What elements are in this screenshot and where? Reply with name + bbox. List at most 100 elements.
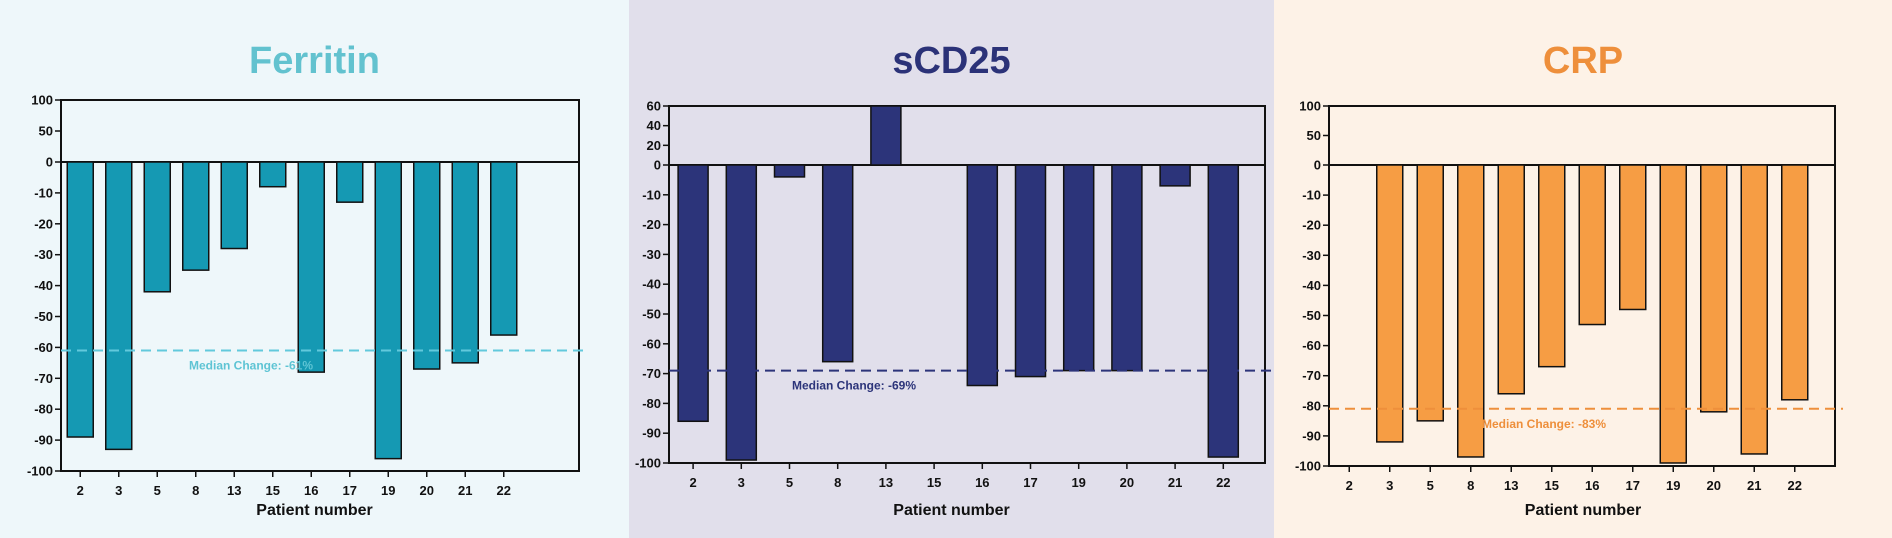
x-tick-label: 22: [497, 483, 511, 498]
crp-panel: CRP 100 50 0 -10 -20 -30 -40 -50 -60 -70 -80 -90 -10…: [1274, 0, 1892, 538]
x-tick-label: 17: [1626, 478, 1640, 493]
y-tick-label: -50: [34, 309, 53, 324]
crp-plot: 100 50 0 -10 -20 -30 -40 -50 -60 -70 -80 -90 -100 2 3 5…: [1295, 99, 1843, 493]
x-tick-label: 8: [192, 483, 199, 498]
x-tick-label: 16: [975, 475, 989, 490]
x-tick-label: 20: [1120, 475, 1134, 490]
x-tick-label: 3: [115, 483, 122, 498]
x-tick-label: 15: [927, 475, 941, 490]
bar-13: [1497, 164, 1525, 395]
x-tick-label: 2: [77, 483, 84, 498]
bar-15: [259, 161, 287, 188]
x-tick-label: 21: [1747, 478, 1761, 493]
x-tick-label: 13: [1504, 478, 1518, 493]
bar-15: [1538, 164, 1566, 368]
y-tick-label: 0: [46, 155, 53, 170]
x-tick-label: 22: [1788, 478, 1802, 493]
y-tick-label: 60: [647, 99, 661, 114]
bar-20: [1111, 164, 1143, 372]
x-tick-label: 2: [689, 475, 696, 490]
y-tick-label: 20: [647, 138, 661, 153]
y-tick-label: -60: [1302, 338, 1321, 353]
y-tick-label: -90: [1302, 428, 1321, 443]
x-tick-label: 22: [1216, 475, 1230, 490]
y-tick-label: -10: [1302, 188, 1321, 203]
y-tick-label: -30: [1302, 248, 1321, 263]
bar-3: [105, 161, 133, 451]
bar-5: [773, 164, 806, 178]
median-label: Median Change: -69%: [792, 379, 916, 393]
y-tick-label: 0: [654, 158, 661, 173]
x-tick-label: 5: [786, 475, 793, 490]
scd25-plot: 60 40 20 0 -10 -20 -30 -40 -50 -60 -70 -80 -90 -100 2 3…: [635, 99, 1273, 490]
x-tick-label: 2: [1346, 478, 1353, 493]
bar-2: [677, 164, 709, 423]
y-tick-label: 50: [1307, 128, 1321, 143]
y-tick-label: 0: [1314, 158, 1321, 173]
x-axis-label: Patient number: [256, 502, 373, 519]
x-tick-label: 20: [420, 483, 434, 498]
y-tick-label: -80: [1302, 398, 1321, 413]
x-tick-label: 15: [266, 483, 280, 498]
bar-22: [1207, 164, 1240, 458]
bar-19: [1659, 164, 1687, 464]
median-label: Median Change: -83%: [1482, 417, 1606, 431]
bar-20: [413, 161, 441, 370]
x-axis-label: Patient number: [1524, 502, 1642, 519]
ferritin-panel: Ferritin 100 50 0 -10 -20 -30 -40 -50 -60 -70 -80 -…: [0, 0, 629, 538]
x-tick-label: 20: [1707, 478, 1721, 493]
x-tick-label: 19: [1666, 478, 1680, 493]
x-tick-label: 17: [1023, 475, 1037, 490]
bar-3: [725, 164, 758, 461]
bar-5: [1416, 164, 1444, 422]
y-tick-label: -10: [34, 185, 53, 200]
x-tick-label: 13: [227, 483, 241, 498]
bar-19: [374, 161, 402, 460]
bar-16: [297, 161, 325, 373]
y-tick-label: 50: [39, 124, 53, 139]
y-tick-label: -20: [34, 216, 53, 231]
ferritin-plot: 100 50 0 -10 -20 -30 -40 -50 -60 -70 -80 -90 -100 2 3 5…: [27, 93, 587, 498]
bar-22: [1781, 164, 1809, 401]
bar-17: [336, 161, 364, 203]
y-tick-label: -20: [1302, 218, 1321, 233]
bar-20: [1700, 164, 1728, 413]
bar-13: [220, 161, 248, 250]
x-tick-label: 15: [1545, 478, 1559, 493]
x-tick-label: 5: [154, 483, 161, 498]
x-tick-label: 19: [381, 483, 395, 498]
bar-17: [1014, 164, 1047, 378]
y-tick-label: -100: [635, 456, 661, 471]
y-tick-label: -40: [34, 278, 53, 293]
bar-21: [1159, 164, 1191, 187]
x-tick-label: 13: [879, 475, 893, 490]
bar-8: [1457, 164, 1485, 458]
bar-3: [1376, 164, 1404, 443]
x-tick-label: 17: [343, 483, 357, 498]
x-tick-label: 3: [738, 475, 745, 490]
x-tick-label: 8: [1467, 478, 1474, 493]
x-tick-label: 8: [834, 475, 841, 490]
x-tick-label: 21: [458, 483, 472, 498]
y-tick-label: -40: [1302, 278, 1321, 293]
x-axis-label: Patient number: [893, 502, 1010, 519]
chart-title: CRP: [1542, 40, 1624, 82]
y-tick-label: 40: [647, 118, 661, 133]
bar-2: [66, 161, 94, 438]
y-tick-label: -60: [642, 336, 661, 351]
y-tick-label: -70: [34, 371, 53, 386]
x-tick-label: 5: [1427, 478, 1434, 493]
y-tick-label: -90: [34, 433, 53, 448]
y-tick-label: -80: [642, 396, 661, 411]
chart-title: Ferritin: [249, 40, 380, 82]
x-tick-label: 21: [1168, 475, 1182, 490]
y-tick-label: -80: [34, 402, 53, 417]
y-tick-label: 100: [31, 93, 53, 108]
bar-16: [1578, 164, 1606, 326]
bar-21: [451, 161, 479, 364]
y-tick-label: -50: [642, 307, 661, 322]
bar-17: [1619, 164, 1647, 311]
bar-5: [143, 161, 171, 293]
y-tick-label: -70: [1302, 368, 1321, 383]
